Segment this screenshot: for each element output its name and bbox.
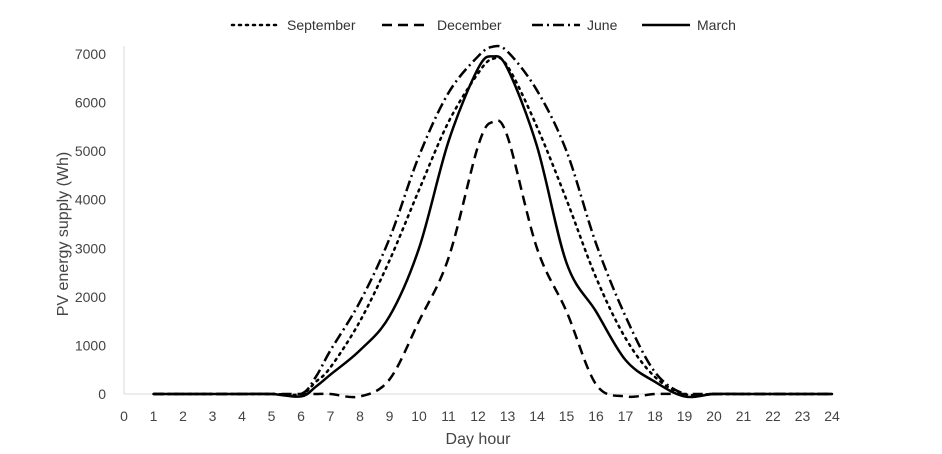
axes — [123, 46, 832, 395]
x-tick-label: 2 — [179, 408, 187, 424]
y-tick-label: 3000 — [75, 240, 106, 256]
x-tick-label: 5 — [268, 408, 276, 424]
x-tick-label: 0 — [120, 408, 128, 424]
y-tick-label: 2000 — [75, 289, 106, 305]
x-tick-label: 9 — [386, 408, 394, 424]
x-tick-label: 10 — [411, 408, 427, 424]
x-tick-label: 6 — [297, 408, 305, 424]
series-line-september — [152, 56, 834, 397]
legend: September December June March — [230, 17, 736, 33]
y-tick-label: 1000 — [75, 337, 106, 353]
x-tick-label: 13 — [500, 408, 516, 424]
series-line-june — [153, 44, 832, 397]
series-line-december — [153, 119, 832, 399]
x-tick-label: 19 — [677, 408, 693, 424]
x-tick-label: 22 — [765, 408, 781, 424]
y-tick-label: 6000 — [75, 95, 106, 111]
legend-label-december: December — [437, 17, 502, 33]
x-tick-label: 12 — [470, 408, 486, 424]
x-tick-label: 16 — [588, 408, 604, 424]
y-tick-label: 4000 — [75, 192, 106, 208]
y-tick-label: 7000 — [75, 46, 106, 62]
x-tick-label: 11 — [441, 408, 456, 424]
x-tick-label: 21 — [736, 408, 752, 424]
x-tick-label: 20 — [706, 408, 722, 424]
x-tick-labels: 0 1 2 3 4 5 6 7 8 9 10 11 12 13 14 15 16 17 18 19 20 21 22 23 24 — [120, 408, 840, 424]
legend-label-june: June — [587, 17, 618, 33]
x-tick-label: 15 — [559, 408, 575, 424]
x-tick-label: 14 — [529, 408, 545, 424]
x-tick-label: 3 — [209, 408, 217, 424]
y-tick-label: 0 — [98, 386, 106, 402]
y-axis-title: PV energy supply (Wh) — [55, 152, 72, 317]
x-tick-label: 1 — [150, 408, 158, 424]
x-tick-label: 24 — [824, 408, 840, 424]
series-lines — [152, 44, 834, 399]
x-tick-label: 7 — [327, 408, 335, 424]
x-tick-label: 8 — [356, 408, 364, 424]
legend-label-september: September — [287, 17, 356, 33]
x-axis-title: Day hour — [446, 431, 512, 448]
x-tick-label: 17 — [618, 408, 634, 424]
x-tick-label: 23 — [795, 408, 811, 424]
series-line-march — [153, 54, 832, 399]
legend-label-march: March — [697, 17, 736, 33]
x-tick-label: 4 — [238, 408, 246, 424]
y-tick-label: 5000 — [75, 143, 106, 159]
x-tick-label: 18 — [647, 408, 663, 424]
y-tick-labels: 0 1000 2000 3000 4000 5000 6000 7000 — [75, 46, 106, 402]
